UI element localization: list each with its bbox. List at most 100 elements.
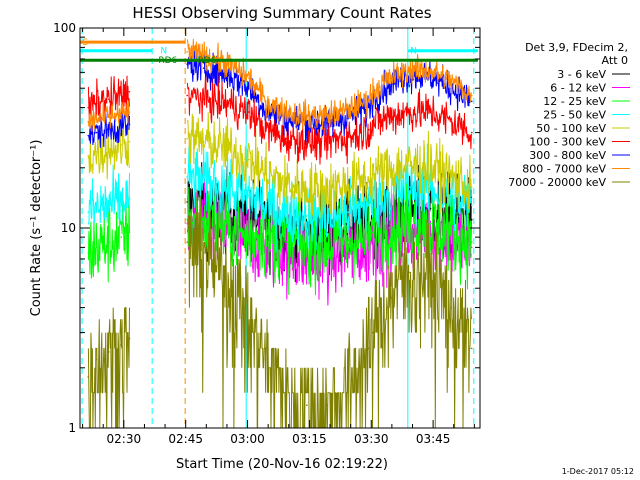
data-point-8-13 bbox=[265, 359, 267, 361]
data-point-3-9 bbox=[203, 181, 205, 183]
y-tick-label-1: 10 bbox=[61, 221, 76, 235]
data-point-5-14 bbox=[285, 138, 287, 140]
chart-root: HESSI Observing Summary Count Rates SNNR… bbox=[0, 0, 640, 480]
data-point-1-12 bbox=[285, 252, 287, 254]
data-point-0-22 bbox=[471, 219, 473, 221]
data-point-2-22 bbox=[430, 223, 432, 225]
data-point-8-20 bbox=[388, 297, 390, 299]
legend-label-0: 3 - 6 keV bbox=[557, 68, 606, 81]
legend-label-1: 6 - 12 keV bbox=[550, 82, 606, 95]
data-point-5-1 bbox=[87, 107, 89, 109]
data-point-8-4 bbox=[120, 344, 122, 346]
data-point-4-9 bbox=[203, 141, 205, 143]
data-point-8-19 bbox=[372, 332, 374, 334]
data-point-2-4 bbox=[120, 236, 122, 238]
data-point-4-14 bbox=[285, 184, 287, 186]
data-point-7-10 bbox=[228, 63, 230, 65]
data-point-5-2 bbox=[96, 103, 98, 105]
data-point-2-1 bbox=[87, 252, 89, 254]
data-point-7-17 bbox=[347, 109, 349, 111]
data-point-5-4 bbox=[120, 95, 122, 97]
data-point-8-21 bbox=[409, 272, 411, 274]
x-tick-label-5: 03:45 bbox=[416, 432, 451, 446]
data-point-4-8 bbox=[186, 138, 188, 140]
data-point-7-23 bbox=[450, 81, 452, 83]
data-point-6-20 bbox=[388, 84, 390, 86]
data-point-8-15 bbox=[306, 404, 308, 406]
data-point-7-22 bbox=[430, 70, 432, 72]
data-point-8-1 bbox=[87, 376, 89, 378]
data-point-2-20 bbox=[388, 227, 390, 229]
data-point-4-13 bbox=[265, 174, 267, 176]
data-point-8-14 bbox=[285, 392, 287, 394]
count-rate-chart: HESSI Observing Summary Count Rates SN NR… bbox=[0, 0, 640, 480]
data-point-5-17 bbox=[347, 136, 349, 138]
x-tick-label-1: 02:45 bbox=[168, 432, 203, 446]
y-tick-label-0: 1 bbox=[68, 421, 76, 435]
data-point-4-20 bbox=[388, 169, 390, 171]
data-point-2-11 bbox=[244, 236, 246, 238]
data-point-8-5 bbox=[129, 338, 131, 340]
data-point-7-18 bbox=[368, 99, 370, 101]
data-point-7-2 bbox=[96, 118, 98, 120]
data-point-2-10 bbox=[228, 227, 230, 229]
data-point-8-12 bbox=[248, 326, 250, 328]
data-point-8-18 bbox=[368, 348, 370, 350]
data-point-8-2 bbox=[96, 359, 98, 361]
y-tick-label-2: 100 bbox=[53, 21, 76, 35]
data-point-7-4 bbox=[120, 114, 122, 116]
data-point-3-24 bbox=[471, 204, 473, 206]
data-point-3-4 bbox=[120, 201, 122, 203]
data-point-5-16 bbox=[327, 141, 329, 143]
data-point-6-5 bbox=[129, 123, 131, 125]
data-point-7-12 bbox=[248, 78, 250, 80]
x-tick-label-2: 03:00 bbox=[230, 432, 265, 446]
data-point-6-1 bbox=[87, 135, 89, 137]
legend-label-4: 50 - 100 keV bbox=[536, 122, 606, 135]
footer-timestamp: 1-Dec-2017 05:12 bbox=[562, 467, 634, 476]
data-point-7-13 bbox=[265, 101, 267, 103]
data-point-5-8 bbox=[186, 95, 188, 97]
data-point-3-22 bbox=[430, 186, 432, 188]
data-point-4-21 bbox=[409, 165, 411, 167]
data-point-3-14 bbox=[285, 211, 287, 213]
data-point-5-20 bbox=[388, 116, 390, 118]
data-point-2-17 bbox=[347, 240, 349, 242]
data-point-5-19 bbox=[372, 123, 374, 125]
y-axis-label: Count Rate (s⁻¹ detector⁻¹) bbox=[29, 140, 44, 317]
data-point-5-11 bbox=[244, 111, 246, 113]
data-point-7-5 bbox=[129, 111, 131, 113]
data-point-3-18 bbox=[368, 204, 370, 206]
legend-label-5: 100 - 300 keV bbox=[529, 136, 606, 149]
x-tick-label-4: 03:30 bbox=[354, 432, 389, 446]
data-point-5-13 bbox=[265, 129, 267, 131]
data-point-4-17 bbox=[347, 184, 349, 186]
data-point-4-2 bbox=[96, 151, 98, 153]
data-point-3-1 bbox=[87, 211, 89, 213]
data-point-8-9 bbox=[203, 252, 205, 254]
data-point-3-3 bbox=[108, 204, 110, 206]
data-point-5-9 bbox=[203, 99, 205, 101]
data-point-2-23 bbox=[450, 232, 452, 234]
data-point-7-20 bbox=[388, 78, 390, 80]
data-point-8-23 bbox=[450, 307, 452, 309]
data-point-5-23 bbox=[450, 121, 452, 123]
data-point-7-8 bbox=[186, 51, 188, 53]
data-point-4-12 bbox=[248, 159, 250, 161]
flag-label-s-0: S bbox=[82, 38, 88, 48]
x-tick-label-3: 03:15 bbox=[292, 432, 327, 446]
data-point-3-21 bbox=[409, 186, 411, 188]
data-point-8-11 bbox=[244, 307, 246, 309]
data-point-7-24 bbox=[471, 95, 473, 97]
data-point-4-3 bbox=[108, 148, 110, 150]
data-point-3-11 bbox=[244, 198, 246, 200]
data-point-2-12 bbox=[248, 232, 250, 234]
flag-label-n-1: N bbox=[160, 47, 167, 57]
data-point-4-11 bbox=[244, 159, 246, 161]
data-point-5-10 bbox=[228, 103, 230, 105]
data-point-8-16 bbox=[327, 404, 329, 406]
data-point-2-19 bbox=[372, 232, 374, 234]
data-point-4-5 bbox=[129, 141, 131, 143]
legend-label-8: 7000 - 20000 keV bbox=[508, 176, 606, 189]
data-point-7-16 bbox=[327, 115, 329, 117]
